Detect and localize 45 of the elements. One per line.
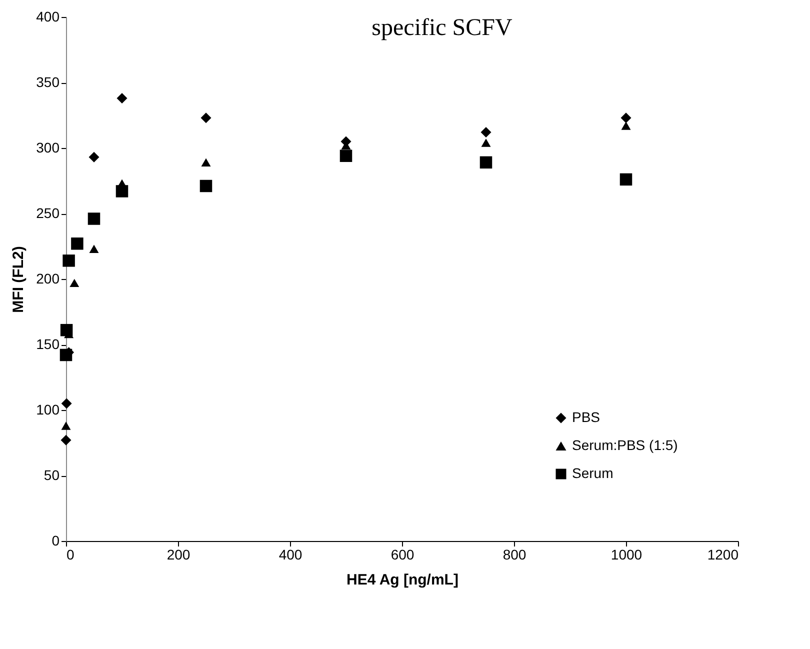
point <box>620 173 632 186</box>
x-axis-title: HE4 Ag [ng/mL] <box>346 572 458 588</box>
point <box>481 138 491 147</box>
y-tick-label: 250 <box>36 205 60 221</box>
point <box>620 112 632 124</box>
point <box>201 158 211 167</box>
point <box>200 112 212 124</box>
y-tick-label: 300 <box>36 140 60 156</box>
y-tick-label: 150 <box>36 336 60 352</box>
point <box>88 152 100 162</box>
point <box>60 348 72 362</box>
point <box>116 92 128 104</box>
chart-title: specific SCFV <box>372 15 513 41</box>
legend-label: Serum <box>572 465 614 481</box>
point <box>60 434 72 446</box>
y-tick-label: 100 <box>36 402 60 418</box>
point <box>62 254 75 267</box>
x-tick-label: 400 <box>278 546 302 562</box>
point <box>60 324 73 336</box>
point <box>70 278 80 288</box>
point <box>61 422 71 430</box>
x-tick-label: 0 <box>66 546 74 562</box>
point <box>88 212 100 225</box>
point <box>61 398 72 409</box>
x-tick-label: 1000 <box>610 546 642 562</box>
point <box>116 185 128 198</box>
point <box>621 122 631 130</box>
x-tick-label: 200 <box>166 546 190 562</box>
y-tick-label: 0 <box>52 532 60 548</box>
legend-label: Serum:PBS (1:5) <box>572 437 678 453</box>
y-tick-label: 350 <box>36 74 60 90</box>
y-tick-label: 50 <box>44 467 60 483</box>
point <box>340 150 352 162</box>
point <box>480 127 492 138</box>
point <box>89 244 99 253</box>
point <box>200 180 212 192</box>
y-axis-title: MFI (FL2) <box>10 246 28 313</box>
legend-label: PBS <box>572 409 600 425</box>
point <box>480 156 492 169</box>
point <box>71 238 84 250</box>
x-tick-label: 800 <box>502 546 526 562</box>
x-tick-label: 600 <box>390 546 414 562</box>
y-tick-label: 400 <box>36 8 60 24</box>
x-tick-label: 1200 <box>707 546 739 562</box>
y-tick-label: 200 <box>36 270 60 286</box>
